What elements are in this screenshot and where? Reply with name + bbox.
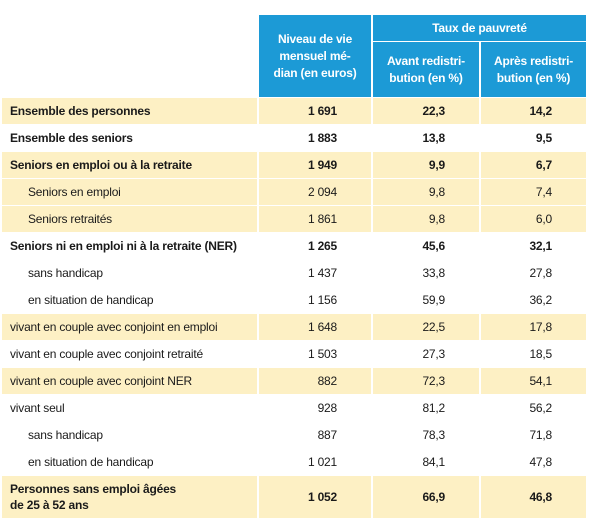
table-row: vivant en couple avec conjoint en emploi… — [2, 313, 586, 341]
cell: 78,3 — [371, 421, 480, 449]
row-label: en situation de handicap — [2, 286, 258, 314]
cell: 882 — [257, 367, 372, 395]
row-label: Seniors retraités — [2, 205, 258, 233]
table-row: sans handicap 887 78,3 71,8 — [2, 421, 586, 449]
cell: 9,8 — [371, 178, 480, 206]
cell: 66,9 — [371, 475, 480, 518]
column-header: Après redistri- bution (en %) — [479, 41, 586, 98]
row-label: Personnes sans emploi âgées de 25 à 52 a… — [2, 475, 258, 518]
cell: 1 156 — [257, 286, 372, 314]
cell: 887 — [257, 421, 372, 449]
row-label: Seniors en emploi ou à la retraite — [2, 151, 258, 179]
cell: 1 437 — [257, 259, 372, 287]
cell: 27,8 — [479, 259, 586, 287]
row-label: vivant en couple avec conjoint NER — [2, 367, 258, 395]
cell: 33,8 — [371, 259, 480, 287]
row-label: vivant en couple avec conjoint retraité — [2, 340, 258, 368]
cell: 56,2 — [479, 394, 586, 422]
table-row: Seniors en emploi ou à la retraite 1 949 9… — [2, 151, 586, 179]
table-row: Ensemble des personnes 1 691 22,3 14,2 — [2, 97, 586, 125]
cell: 13,8 — [371, 124, 480, 152]
table-row: Seniors retraités 1 861 9,8 6,0 — [2, 205, 586, 233]
cell: 22,3 — [371, 97, 480, 125]
row-label: Seniors ni en emploi ni à la retraite (N… — [2, 232, 258, 260]
cell: 9,8 — [371, 205, 480, 233]
corner — [2, 15, 258, 98]
table-row: vivant en couple avec conjoint retraité 1… — [2, 340, 586, 368]
table-row: vivant seul 928 81,2 56,2 — [2, 394, 586, 422]
column-header: Niveau de vie mensuel mé- dian (en euros… — [257, 15, 372, 98]
table-row: en situation de handicap 1 156 59,9 36,2 — [2, 286, 586, 314]
cell: 1 691 — [257, 97, 372, 125]
row-label: en situation de handicap — [2, 448, 258, 476]
cell: 46,8 — [479, 475, 586, 518]
cell: 1 021 — [257, 448, 372, 476]
cell: 7,4 — [479, 178, 586, 206]
cell: 59,9 — [371, 286, 480, 314]
cell: 45,6 — [371, 232, 480, 260]
cell: 2 094 — [257, 178, 372, 206]
cell: 18,5 — [479, 340, 586, 368]
table-row: Personnes sans emploi âgées de 25 à 52 a… — [2, 475, 586, 518]
row-label: Ensemble des seniors — [2, 124, 258, 152]
table-row: Seniors en emploi 2 094 9,8 7,4 — [2, 178, 586, 206]
cell: 32,1 — [479, 232, 586, 260]
cell: 9,5 — [479, 124, 586, 152]
cell: 71,8 — [479, 421, 586, 449]
cell: 81,2 — [371, 394, 480, 422]
cell: 27,3 — [371, 340, 480, 368]
cell: 84,1 — [371, 448, 480, 476]
cell: 1 883 — [257, 124, 372, 152]
table-row: Seniors ni en emploi ni à la retraite (N… — [2, 232, 586, 260]
cell: 1 861 — [257, 205, 372, 233]
cell: 17,8 — [479, 313, 586, 341]
cell: 72,3 — [371, 367, 480, 395]
cell: 6,7 — [479, 151, 586, 179]
cell: 47,8 — [479, 448, 586, 476]
group-header: Taux de pauvreté — [371, 15, 586, 42]
poverty-table: Niveau de vie mensuel mé- dian (en euros… — [2, 15, 586, 518]
cell: 1 503 — [257, 340, 372, 368]
cell: 928 — [257, 394, 372, 422]
table-row: en situation de handicap 1 021 84,1 47,8 — [2, 448, 586, 476]
column-header: Avant redistri- bution (en %) — [371, 41, 480, 98]
cell: 14,2 — [479, 97, 586, 125]
cell: 6,0 — [479, 205, 586, 233]
row-label: vivant seul — [2, 394, 258, 422]
row-label: sans handicap — [2, 259, 258, 287]
cell: 1 949 — [257, 151, 372, 179]
cell: 1 648 — [257, 313, 372, 341]
row-label: Seniors en emploi — [2, 178, 258, 206]
cell: 1 265 — [257, 232, 372, 260]
table-row: Ensemble des seniors 1 883 13,8 9,5 — [2, 124, 586, 152]
table-row: sans handicap 1 437 33,8 27,8 — [2, 259, 586, 287]
cell: 1 052 — [257, 475, 372, 518]
row-label: vivant en couple avec conjoint en emploi — [2, 313, 258, 341]
cell: 9,9 — [371, 151, 480, 179]
row-label: sans handicap — [2, 421, 258, 449]
cell: 22,5 — [371, 313, 480, 341]
table-row: vivant en couple avec conjoint NER 882 72,… — [2, 367, 586, 395]
table-body: Ensemble des personnes 1 691 22,3 14,2 Ensem… — [2, 97, 586, 518]
cell: 36,2 — [479, 286, 586, 314]
row-label: Ensemble des personnes — [2, 97, 258, 125]
cell: 54,1 — [479, 367, 586, 395]
